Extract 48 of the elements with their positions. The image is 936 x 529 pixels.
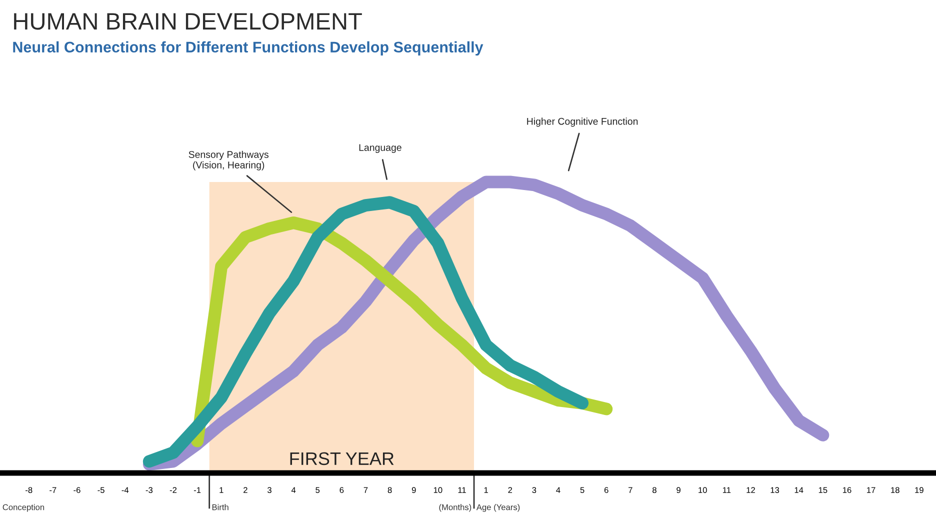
- x-tick-label: 9: [676, 487, 680, 494]
- x-tick-label: 6: [340, 487, 344, 494]
- x-tick-label: 3: [267, 487, 272, 494]
- x-tick-label: 4: [291, 487, 296, 493]
- text: Higher Cognitive Function: [527, 118, 638, 127]
- text: Sensory Pathways (Vision, Hearing): [188, 150, 268, 170]
- x-tick-label: -2: [170, 487, 177, 493]
- x-tick-label: 5: [316, 487, 320, 494]
- text: Age (Years): [476, 504, 520, 512]
- x-tick-label: 1: [484, 487, 488, 493]
- x-tick-label: 6: [604, 487, 608, 494]
- x-tick-label: 7: [364, 487, 368, 493]
- x-tick-label: 8: [388, 487, 392, 494]
- x-tick-label: 4: [556, 487, 560, 493]
- x-tick-label: 2: [508, 487, 512, 493]
- x-tick-label: 11: [458, 487, 466, 493]
- x-tick-label: -3: [146, 487, 153, 494]
- x-tick-label: 5: [580, 487, 584, 494]
- x-tick-label: 12: [746, 487, 755, 493]
- x-tick-label: 1: [220, 487, 224, 493]
- x-tick-label: 11: [722, 487, 731, 493]
- x-tick-label: 16: [842, 487, 852, 494]
- x-tick-label: 2: [244, 487, 248, 493]
- x-tick-label: 15: [818, 487, 828, 494]
- x-tick-label: 10: [698, 487, 707, 494]
- x-tick-label: 13: [770, 487, 780, 494]
- chart-subtitle: Neural Connections for Different Functions Develop Sequentially: [13, 41, 484, 56]
- x-tick-label: 18: [891, 487, 900, 494]
- x-tick-label: 10: [434, 487, 442, 494]
- x-tick-label: 14: [794, 487, 804, 493]
- band-label: FIRST YEAR: [290, 452, 394, 466]
- x-tick-label: 3: [532, 487, 536, 494]
- x-tick-label: -5: [98, 487, 104, 494]
- chart-title: HUMAN BRAIN DEVELOPMENT: [14, 13, 362, 30]
- x-tick-label: -4: [122, 487, 129, 493]
- x-tick-label: -6: [74, 487, 80, 494]
- x-tick-label: 17: [867, 487, 876, 493]
- x-tick-label: 7: [628, 487, 632, 493]
- x-tick-label: 8: [652, 487, 656, 494]
- x-tick-label: 19: [915, 487, 924, 494]
- text: Language: [359, 144, 402, 153]
- x-tick-label: -8: [26, 487, 32, 494]
- text: (Months): [439, 504, 472, 512]
- text: Conception: [2, 504, 44, 512]
- x-tick-label: -1: [194, 487, 201, 493]
- text: Birth: [212, 504, 228, 510]
- x-tick-label: 9: [412, 487, 416, 494]
- x-tick-label: -7: [50, 487, 56, 493]
